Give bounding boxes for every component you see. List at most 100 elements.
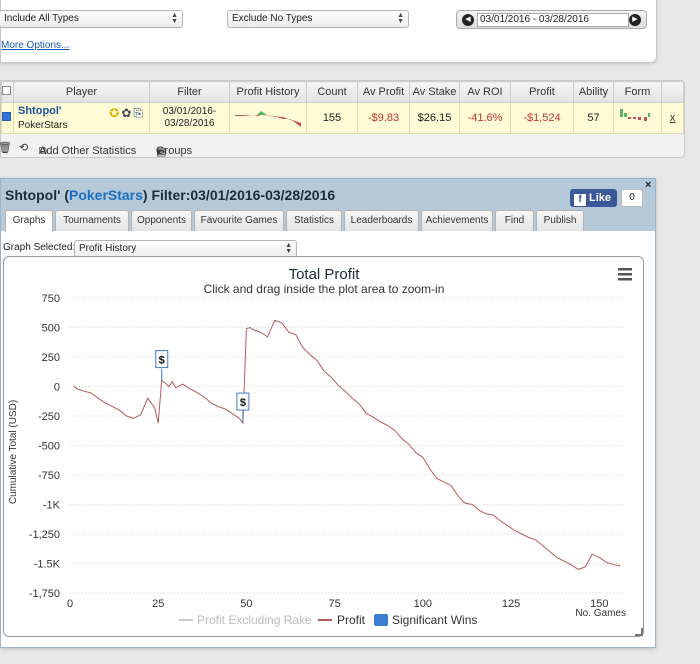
include-types-label: Include All Types	[4, 13, 79, 24]
y-tick-label: -1,250	[29, 529, 60, 541]
profit-cell: -$1,524	[510, 102, 574, 134]
export-icon[interactable]: ⎘	[133, 106, 145, 120]
x-tick-label: 75	[329, 598, 341, 610]
player-panel: Shtopol' (PokerStars) Filter:03/01/2016-…	[0, 178, 656, 648]
tab-tournaments[interactable]: Tournaments	[55, 210, 129, 231]
tab-achievements[interactable]: Achievements	[421, 210, 493, 231]
exclude-types-select[interactable]: Exclude No Types ▲ ▼	[227, 10, 409, 28]
y-tick-label: -1K	[43, 500, 61, 512]
form-bar	[619, 108, 623, 117]
y-tick-label: -500	[38, 441, 60, 453]
player-site: PokerStars	[18, 120, 68, 131]
filter-panel: Include All Types ▲ ▼ Exclude No Types ▲ ▼…	[0, 0, 657, 63]
badge-icon[interactable]: ✿	[121, 106, 134, 120]
column-header[interactable]: Profit History	[229, 81, 307, 103]
chart-menu-icon[interactable]	[618, 268, 632, 281]
form-chart	[619, 108, 650, 121]
column-header[interactable]: Profit	[510, 81, 574, 103]
y-tick-label: 250	[42, 352, 60, 364]
significant-win-flag[interactable]: $	[155, 350, 169, 381]
column-header[interactable]: Count	[306, 81, 358, 103]
chart-title: Total Profit	[289, 266, 361, 283]
column-header[interactable]: Ability	[573, 81, 614, 103]
column-header[interactable]: Av ROI	[459, 81, 511, 103]
filter-date-end: 03/28/2016	[164, 118, 215, 129]
select-arrows-icon: ▲ ▼	[397, 12, 404, 25]
av-profit-cell: -$9.83	[357, 102, 410, 134]
av-roi-cell: -41.6%	[459, 102, 511, 134]
tab-graphs[interactable]: Graphs	[5, 210, 53, 232]
title-filter: ) Filter:03/01/2016-03/28/2016	[142, 187, 336, 203]
x-tick-label: 150	[590, 598, 608, 610]
column-header[interactable]: Av Stake	[409, 81, 460, 103]
title-site-link[interactable]: PokerStars	[68, 187, 143, 203]
legend-item-profit[interactable]: Profit	[318, 613, 366, 627]
like-count: 0	[621, 189, 643, 207]
y-tick-label: 500	[42, 323, 60, 335]
significant-win-flag[interactable]: $	[236, 392, 250, 424]
graph-select-value: Profit History	[79, 243, 137, 254]
tab-publish[interactable]: Publish	[536, 210, 584, 231]
stats-panel: Player Filter Profit History Count Av Pr…	[0, 80, 685, 158]
groups-label: Groups	[156, 145, 193, 157]
ability-cell: 57	[573, 102, 614, 134]
y-tick-label: 0	[54, 382, 60, 394]
previous-date-icon[interactable]: ◀	[462, 14, 474, 26]
select-arrows-icon: ▲ ▼	[285, 242, 292, 255]
title-player: Shtopol' (	[5, 187, 69, 203]
date-range-input[interactable]: 03/01/2016 - 03/28/2016	[477, 13, 629, 27]
select-all-header[interactable]	[1, 81, 14, 103]
y-tick-label: -750	[38, 470, 60, 482]
column-header[interactable]: Form	[613, 81, 662, 103]
player-name-link[interactable]: Shtopol'	[18, 105, 62, 117]
select-all-checkbox[interactable]	[1, 86, 11, 95]
profit-sparkline	[235, 110, 301, 127]
column-header[interactable]: Filter	[149, 81, 230, 103]
sparkline-gain-area	[257, 110, 267, 115]
chart-svg[interactable]: 7505002500-250-500-750-1K-1,250-1.5K-1,7…	[4, 257, 645, 638]
menu-bar	[618, 278, 632, 281]
tab-find[interactable]: Find	[495, 210, 534, 231]
y-tick-label: 750	[42, 293, 60, 305]
exclude-types-label: Exclude No Types	[232, 13, 313, 24]
tab-opponents[interactable]: Opponents	[131, 210, 192, 231]
menu-bar	[618, 268, 632, 271]
refresh-icon[interactable]: ⟲	[19, 142, 29, 154]
profit-chart[interactable]: 750 500 250 0 -250 -500 -750 -1K -1,250 -1.5K -1,7…	[3, 256, 644, 637]
add-statistics-icon: ⧉	[39, 145, 47, 157]
next-date-icon[interactable]: ▶	[629, 14, 641, 26]
panel-header: Shtopol' (PokerStars) Filter:03/01/2016-…	[1, 179, 655, 232]
x-tick-label: 100	[414, 598, 432, 610]
chart-subtitle: Click and drag inside the plot area to z…	[204, 282, 445, 296]
resize-grip-icon[interactable]	[635, 628, 643, 636]
table-row: Shtopol' PokerStars ✪✿⎘ 03/01/2016- 03/2…	[1, 102, 684, 134]
tab-statistics[interactable]: Statistics	[286, 210, 342, 231]
column-header[interactable]: Player	[13, 81, 150, 103]
filter-cell: 03/01/2016- 03/28/2016	[149, 102, 230, 134]
x-axis-label: No. Games	[575, 608, 626, 619]
legend-significant-swatch	[374, 614, 388, 626]
close-icon[interactable]: ×	[645, 179, 652, 191]
facebook-like-button[interactable]: f Like	[570, 189, 617, 207]
player-icons: ✪✿⎘	[109, 106, 145, 121]
row-checkbox[interactable]	[1, 112, 11, 121]
table-header-row: Player Filter Profit History Count Av Pr…	[1, 81, 684, 103]
award-icon[interactable]: ✪	[109, 106, 122, 120]
form-bar	[632, 116, 636, 119]
profit-series-line[interactable]	[73, 319, 621, 570]
trash-icon[interactable]: 🗑	[0, 142, 12, 154]
more-options-link[interactable]: More Options...	[1, 40, 70, 51]
form-bar	[627, 116, 631, 119]
column-header[interactable]: Av Profit	[357, 81, 410, 103]
tab-favourite-games[interactable]: Favourite Games	[194, 210, 284, 231]
form-bar	[647, 112, 650, 117]
stats-table: Player Filter Profit History Count Av Pr…	[1, 81, 684, 134]
legend-item-rake[interactable]: Profit Excluding Rake	[179, 613, 312, 627]
tab-leaderboards[interactable]: Leaderboards	[344, 210, 419, 231]
legend-item-significant-wins[interactable]: Significant Wins	[374, 613, 477, 627]
row-select-cell[interactable]	[1, 102, 14, 134]
flag-box	[155, 350, 169, 369]
x-tick-label: 50	[240, 598, 252, 610]
remove-row-link[interactable]: x	[669, 112, 676, 124]
include-types-select[interactable]: Include All Types ▲ ▼	[0, 10, 183, 28]
